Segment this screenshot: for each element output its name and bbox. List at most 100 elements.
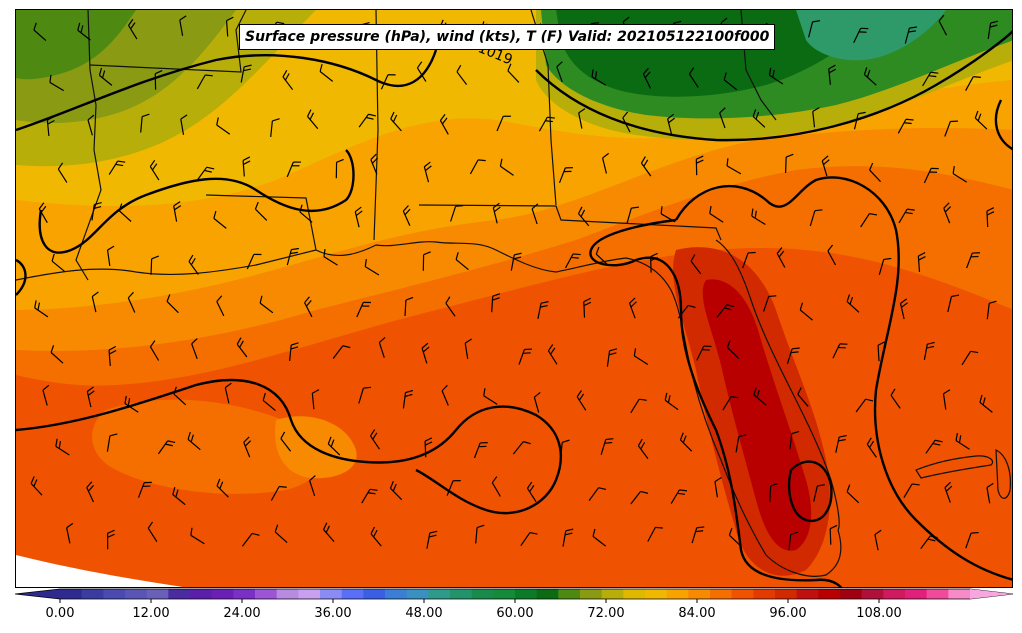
wind-barb	[270, 118, 280, 137]
wind-barb	[751, 208, 766, 226]
wind-barb	[679, 432, 693, 452]
wind-barb	[242, 156, 251, 177]
map-panel: 1019 Surface pressure (hPa), wind (kts),…	[15, 9, 1013, 588]
wind-barb	[986, 207, 995, 228]
wind-barb	[364, 259, 380, 276]
wind-barb	[441, 384, 449, 406]
wind-barb	[920, 535, 938, 550]
colorbar-tick-label: 24.00	[223, 606, 260, 621]
wind-barb	[688, 67, 699, 88]
wind-barb	[77, 22, 91, 41]
wind-barb	[947, 294, 960, 313]
border-line	[16, 249, 317, 281]
wind-barb	[304, 296, 313, 318]
wind-barb	[106, 433, 118, 452]
wind-barb	[813, 484, 825, 502]
wind-barb	[473, 442, 488, 459]
colorbar-segment	[406, 589, 429, 599]
wind-barb	[240, 64, 252, 83]
wind-barb	[547, 344, 558, 365]
wind-barb	[832, 343, 848, 359]
temperature-core-dark-red	[702, 279, 812, 551]
wind-barb	[390, 111, 402, 132]
wind-barb	[323, 249, 338, 266]
wind-barb	[955, 432, 970, 450]
wind-barb	[322, 522, 335, 542]
wind-barb	[335, 158, 344, 179]
colorbar-segment	[926, 589, 949, 599]
wind-barb	[863, 67, 877, 86]
wind-barb	[370, 429, 380, 450]
wind-barb	[592, 528, 607, 547]
wind-barb	[172, 487, 186, 506]
wind-barb	[108, 345, 117, 367]
colorbar-segment	[666, 589, 689, 599]
wind-barb	[196, 166, 215, 181]
wind-barb	[877, 341, 886, 362]
colorbar-tick-label: 36.00	[314, 606, 351, 621]
wind-barb	[106, 529, 115, 550]
wind-barb	[961, 350, 979, 366]
wind-barb	[246, 253, 262, 270]
wind-barb	[106, 245, 115, 266]
colorbar-tick-label: 12.00	[132, 606, 169, 621]
wind-barb	[846, 484, 860, 504]
wind-barb	[98, 67, 113, 86]
colorbar-segment	[710, 589, 733, 599]
colorbar-tick-label: 84.00	[678, 606, 715, 621]
wind-barb	[735, 434, 747, 453]
wind-barb	[952, 166, 968, 183]
wind-barb	[380, 74, 396, 90]
wind-barb	[588, 487, 607, 501]
wind-barb	[196, 74, 213, 90]
wind-barb	[270, 485, 287, 501]
wind-barb	[49, 74, 65, 92]
wind-barb	[904, 26, 917, 44]
colorbar-segment	[255, 589, 278, 599]
wind-barb	[299, 204, 313, 223]
wind-barb	[361, 488, 378, 504]
border-line	[315, 241, 842, 577]
wind-barb	[583, 297, 592, 318]
wind-barb	[518, 348, 533, 365]
colorbar-segment	[341, 589, 364, 599]
wind-barb	[537, 301, 549, 320]
wind-barb	[979, 394, 993, 413]
wind-barb	[986, 482, 994, 504]
wind-barb	[944, 481, 953, 503]
colorbar-segment	[558, 589, 581, 599]
wind-barb	[987, 20, 999, 39]
wind-barb	[483, 388, 498, 405]
wind-barb	[274, 524, 288, 544]
wind-barb	[370, 526, 382, 547]
wind-barb	[86, 481, 95, 503]
wind-barb	[719, 107, 726, 129]
wind-barb	[874, 529, 882, 551]
wind-barb	[602, 152, 610, 174]
wind-barb	[416, 61, 427, 82]
wind-barb	[492, 202, 501, 224]
wind-barb	[726, 340, 740, 360]
colorbar-ticks: 0.00 12.00 24.00 36.00 48.00 60.00 72.00 84.00 9…	[46, 599, 902, 621]
wind-barb	[786, 347, 800, 365]
colorbar-segment	[536, 589, 559, 599]
colorbar-tick-label: 60.00	[496, 606, 533, 621]
wind-barb	[667, 113, 676, 135]
wind-barb	[124, 395, 139, 413]
pressure-contour	[674, 176, 1012, 581]
wind-barb	[650, 252, 658, 273]
wind-barb	[424, 437, 433, 458]
wind-barb	[55, 438, 70, 456]
wind-barb	[556, 61, 563, 83]
wind-barb	[789, 430, 800, 450]
wind-barb	[370, 153, 379, 175]
wind-barb	[808, 20, 821, 38]
wind-barb	[282, 70, 294, 91]
colorbar-segment	[450, 589, 473, 599]
wind-barb	[633, 348, 649, 366]
colorbar-under-arrow	[15, 589, 60, 599]
wind-barb	[828, 64, 837, 85]
border-line	[373, 10, 379, 241]
colorbar-segment	[298, 589, 321, 599]
wind-barb	[531, 203, 539, 225]
